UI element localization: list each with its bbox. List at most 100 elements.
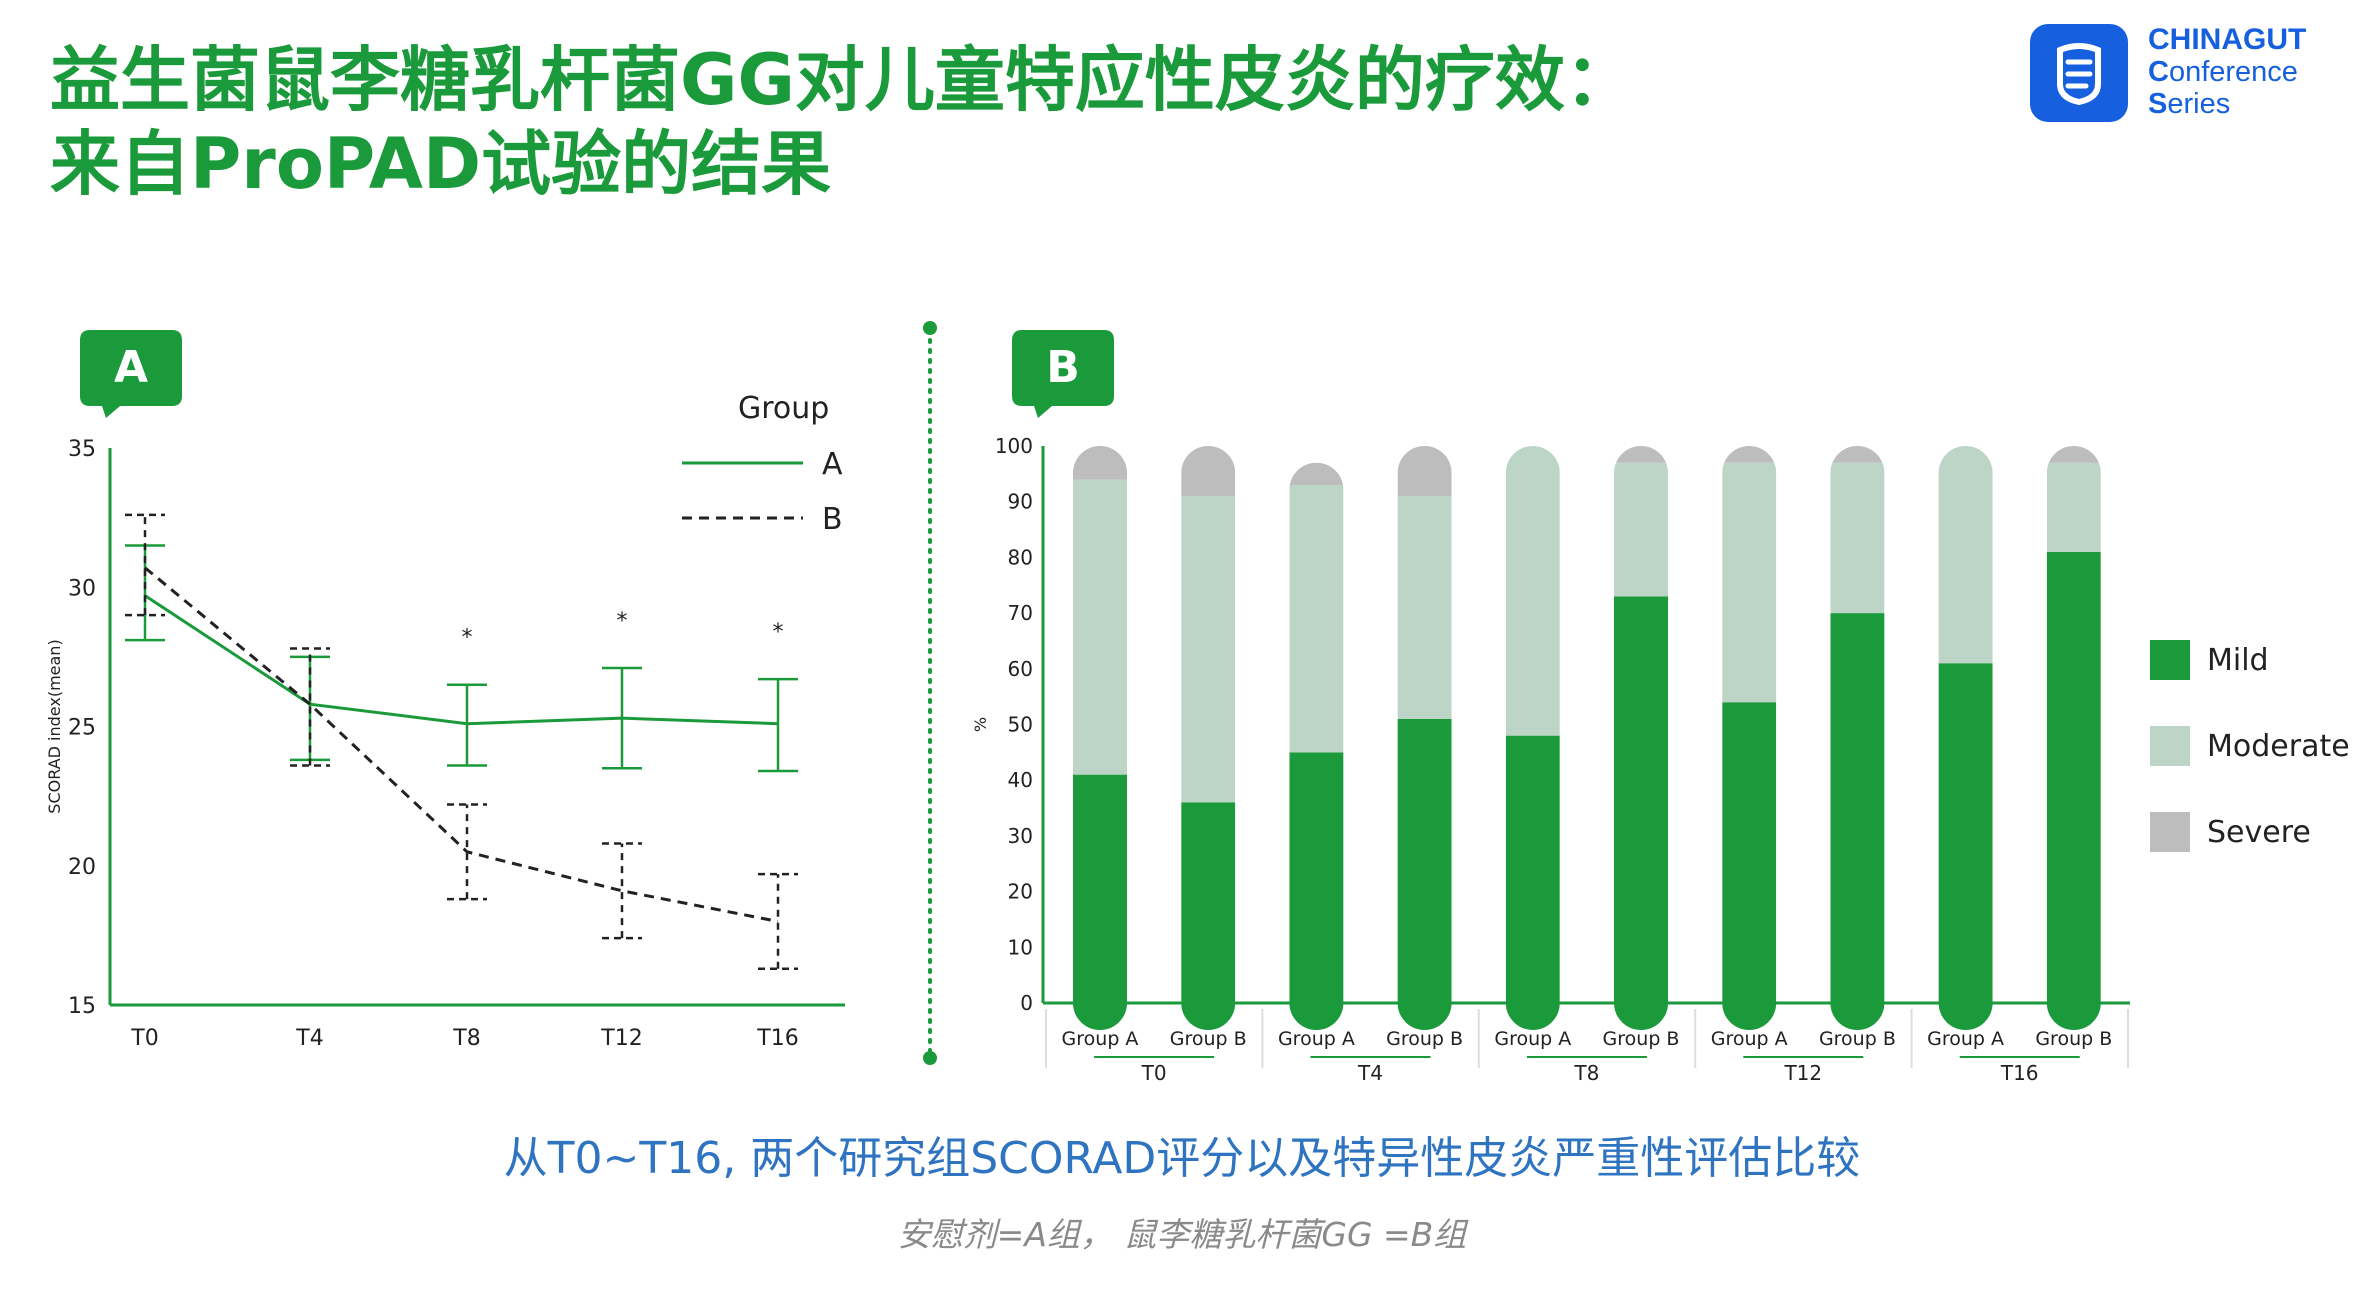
series-line-B (144, 566, 779, 923)
y-tick-label: 70 (1008, 601, 1033, 625)
y-tick-label: 20 (1008, 880, 1033, 904)
y-tick-label: 100 (995, 434, 1033, 458)
y-axis-title: % (971, 717, 990, 732)
bar-segment-moderate (1722, 462, 1777, 703)
logo-line-2: Conference (2148, 56, 2298, 88)
bar-segment-severe (1289, 462, 1344, 485)
panel-b-label: B (1046, 342, 1080, 393)
stacked-bar (1289, 462, 1344, 1030)
group-tick-label: Group B (2035, 1028, 2112, 1050)
bar-segment-mild (1289, 752, 1344, 1030)
line-chart-legend: AB (682, 447, 843, 537)
logo-text: CHINAGUT Conference Series (2148, 23, 2307, 121)
y-tick-label: 30 (68, 576, 96, 601)
group-tick-label: Group B (1603, 1028, 1680, 1050)
stacked-bar (1505, 446, 1560, 1030)
bar-segment-moderate (1505, 446, 1560, 736)
panel-a-badge (80, 330, 182, 418)
panel-a-label: A (114, 342, 148, 393)
slide-caption: 从T0~T16, 两个研究组SCORAD评分以及特异性皮炎严重性评估比较 (503, 1133, 1861, 1184)
scorad-line-chart: 35 30 25 20 15 T0 T4 T8 T12 T16 SCORAD index(mean)… (45, 437, 845, 1051)
legend-label-moderate: Moderate (2207, 729, 2350, 764)
bar-segment-mild (1722, 702, 1777, 1030)
title-line-2: 来自ProPAD试验的结果 (50, 123, 832, 205)
group-tick-label: Group B (1819, 1028, 1896, 1050)
bar-segment-moderate (1830, 462, 1885, 614)
significance-marker: * (617, 609, 628, 634)
bar-segment-mild (1073, 774, 1127, 1030)
timepoint-label: T12 (1783, 1061, 1822, 1085)
legend-label-A: A (822, 447, 843, 482)
stacked-bar (1614, 446, 1668, 1030)
stacked-bar (1722, 446, 1777, 1030)
gut-icon (2030, 24, 2128, 122)
legend-label-severe: Severe (2207, 815, 2311, 850)
y-tick-label: 50 (1008, 713, 1033, 737)
significance-marker: * (773, 620, 784, 645)
bar-segment-moderate (1614, 462, 1668, 597)
x-tick-label: T0 (130, 1026, 158, 1051)
stacked-bar (1830, 446, 1885, 1030)
y-tick-label: 15 (68, 994, 96, 1019)
group-tick-label: Group A (1062, 1028, 1139, 1050)
bar-segment-mild (1614, 596, 1668, 1030)
y-tick-label: 20 (68, 855, 96, 880)
y-tick-label: 60 (1008, 657, 1033, 681)
legend-label-B: B (822, 502, 843, 537)
bar-segment-mild (2046, 551, 2101, 1030)
y-axis-title: SCORAD index(mean) (45, 639, 64, 813)
stacked-bar (1397, 446, 1452, 1030)
logo-line-1: CHINAGUT (2148, 23, 2307, 56)
stacked-bar (1938, 446, 1993, 1030)
y-tick-label: 10 (1008, 935, 1033, 959)
significance-marker: * (462, 626, 473, 651)
chinagut-logo: CHINAGUT Conference Series (2030, 24, 2330, 134)
group-tick-label: Group A (1711, 1028, 1788, 1050)
bar-segment-moderate (1073, 479, 1127, 775)
legend-swatch-mild (2150, 640, 2190, 680)
y-tick-label: 35 (68, 437, 96, 462)
series-line-A (144, 594, 779, 726)
x-tick-label: T12 (600, 1026, 642, 1051)
bar-segment-mild (1938, 663, 1993, 1030)
x-tick-label: T8 (452, 1026, 480, 1051)
timepoint-label: T8 (1573, 1061, 1599, 1085)
bar-segment-moderate (1938, 446, 1993, 664)
y-tick-label: 80 (1008, 545, 1033, 569)
y-tick-label: 25 (68, 716, 96, 741)
panel-b-badge (1012, 330, 1114, 418)
group-tick-label: Group A (1278, 1028, 1355, 1050)
title-line-1: 益生菌鼠李糖乳杆菌GG对儿童特应性皮炎的疗效： (50, 39, 1635, 121)
y-tick-label: 40 (1008, 768, 1033, 792)
group-tick-label: Group A (1494, 1028, 1571, 1050)
y-tick-label: 30 (1008, 824, 1033, 848)
legend-swatch-severe (2150, 812, 2190, 852)
stacked-bar (2046, 446, 2101, 1030)
timepoint-label: T4 (1357, 1061, 1383, 1085)
bar-segment-severe (1181, 446, 1236, 497)
timepoint-label: T16 (2000, 1061, 2039, 1085)
timepoint-label: T0 (1141, 1061, 1167, 1085)
bar-segment-severe (1722, 446, 1777, 463)
group-note: 安慰剂=A组， 鼠李糖乳杆菌GG =B组 (897, 1215, 1467, 1254)
y-tick-label: 90 (1008, 490, 1033, 514)
bar-segment-mild (1397, 718, 1452, 1030)
bar-segment-moderate (1181, 496, 1236, 803)
x-tick-label: T16 (756, 1026, 798, 1051)
bar-segment-severe (1830, 446, 1885, 463)
legend-swatch-moderate (2150, 726, 2190, 766)
x-tick-label: T4 (295, 1026, 323, 1051)
bar-segment-moderate (1289, 484, 1344, 753)
legend-title: Group (738, 391, 829, 426)
group-tick-label: Group B (1170, 1028, 1247, 1050)
logo-line-3: Series (2148, 88, 2231, 120)
bar-segment-mild (1830, 613, 1885, 1030)
bar-segment-severe (2046, 446, 2101, 463)
bar-chart-legend: Mild Moderate Severe (2150, 640, 2350, 852)
bar-segment-moderate (2046, 462, 2101, 552)
bar-segment-mild (1505, 735, 1560, 1030)
